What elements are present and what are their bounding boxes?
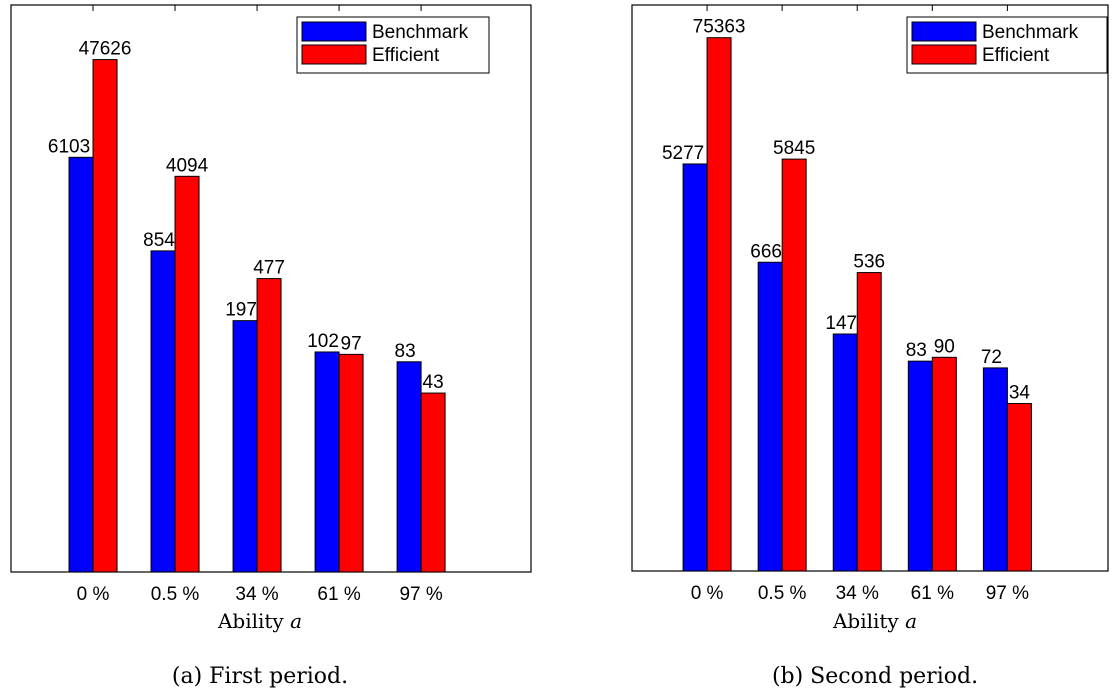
data-label-efficient: 75363 — [693, 17, 746, 38]
legend-label-benchmark: Benchmark — [372, 22, 469, 43]
x-tick-label: 97 % — [399, 584, 442, 605]
figure-caption: (a) First period. — [172, 664, 348, 689]
bar-benchmark — [682, 163, 708, 572]
legend-swatch-efficient — [911, 44, 977, 65]
bar-efficient — [256, 278, 282, 573]
legend-swatch-benchmark — [301, 21, 367, 42]
chart-second-period: 0 % 5277 75363 0.5 % 666 5845 34 % 147 536 61 % 83… — [631, 4, 1109, 689]
bar-benchmark — [396, 361, 422, 573]
x-tick-label: 0.5 % — [758, 583, 807, 604]
bar-benchmark — [982, 367, 1008, 572]
x-tick-label: 61 % — [317, 584, 360, 605]
legend-swatch-benchmark — [911, 21, 977, 42]
x-tick-label: 97 % — [986, 583, 1029, 604]
data-label-efficient: 34 — [1009, 383, 1031, 404]
legend-label-benchmark: Benchmark — [982, 22, 1079, 43]
bar-efficient — [1006, 403, 1032, 572]
bar-benchmark — [832, 333, 858, 572]
data-label-benchmark: 666 — [750, 241, 782, 262]
chart-first-period: 0 % 6103 47626 0.5 % 854 4094 34 % 197 477 61 % 10… — [10, 4, 532, 689]
data-label-benchmark: 102 — [307, 331, 339, 352]
bar-efficient — [174, 175, 200, 573]
data-label-benchmark: 854 — [143, 230, 175, 251]
x-tick-label: 0 % — [77, 584, 110, 605]
bar-efficient — [781, 158, 807, 572]
data-label-efficient: 43 — [423, 372, 444, 393]
data-label-benchmark: 197 — [225, 300, 257, 321]
data-label-benchmark: 83 — [906, 340, 927, 361]
bar-benchmark — [314, 351, 340, 573]
figure-caption: (b) Second period. — [772, 664, 978, 689]
bar-efficient — [338, 353, 364, 573]
bar-benchmark — [907, 360, 933, 572]
data-label-benchmark: 147 — [825, 313, 857, 334]
bar-efficient — [931, 356, 957, 572]
data-label-efficient: 5845 — [773, 138, 815, 159]
bar-benchmark — [757, 261, 783, 572]
bar-benchmark — [150, 250, 176, 573]
data-label-benchmark: 6103 — [48, 136, 90, 157]
bar-efficient — [856, 272, 882, 572]
x-tick-label: 61 % — [911, 583, 954, 604]
data-label-efficient: 90 — [934, 336, 955, 357]
data-label-efficient: 97 — [341, 333, 362, 354]
bar-efficient — [92, 59, 118, 573]
legend-label-efficient: Efficient — [372, 45, 440, 66]
x-axis-title: Ability a — [832, 609, 917, 633]
legend-swatch-efficient — [301, 44, 367, 65]
data-label-efficient: 536 — [853, 252, 885, 273]
x-tick-label: 34 % — [836, 583, 879, 604]
data-label-efficient: 477 — [253, 258, 285, 279]
data-label-efficient: 4094 — [166, 155, 209, 176]
data-label-benchmark: 5277 — [662, 143, 704, 164]
bar-benchmark — [68, 156, 94, 573]
x-tick-label: 0 % — [691, 583, 724, 604]
x-axis-title: Ability a — [217, 609, 302, 633]
bar-efficient — [420, 392, 446, 573]
bar-efficient — [706, 37, 732, 572]
legend-label-efficient: Efficient — [982, 45, 1050, 66]
data-label-benchmark: 72 — [981, 347, 1002, 368]
data-label-benchmark: 83 — [395, 341, 416, 362]
x-tick-label: 34 % — [235, 584, 278, 605]
bar-benchmark — [232, 320, 258, 573]
data-label-efficient: 47626 — [79, 39, 132, 60]
x-tick-label: 0.5 % — [151, 584, 200, 605]
